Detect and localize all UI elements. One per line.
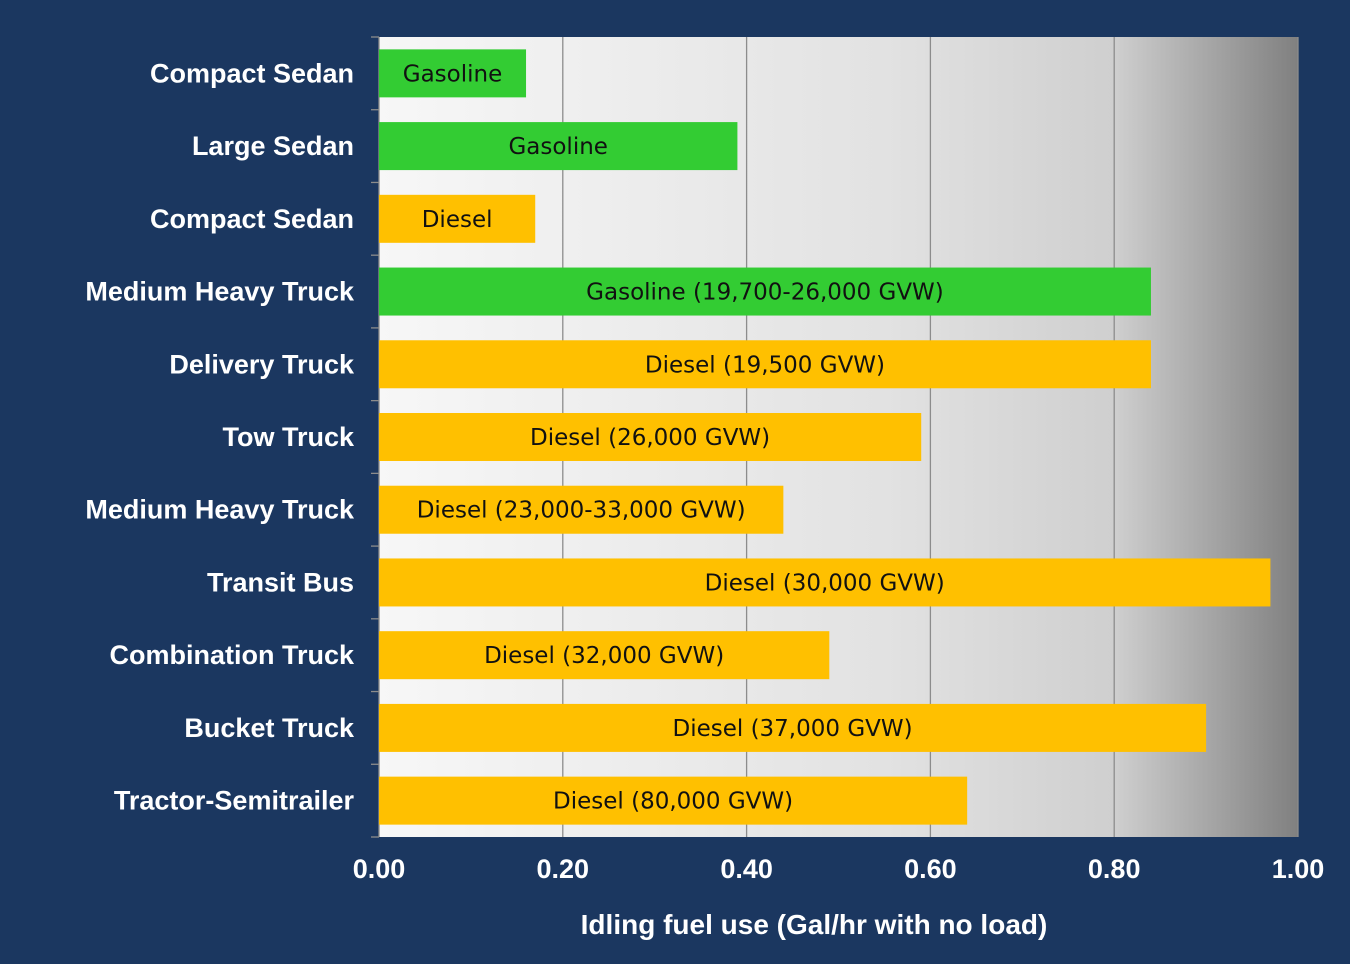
bar [379, 267, 1151, 316]
category-label: Large Sedan [192, 131, 354, 161]
x-tick-label: 0.20 [537, 854, 590, 884]
bar [379, 194, 536, 243]
category-label: Bucket Truck [184, 713, 355, 743]
category-label: Transit Bus [207, 567, 354, 597]
category-labels: Compact Sedan Large Sedan Compact Sedan Med… [85, 58, 355, 815]
bar-data-label: Diesel (32,000 GVW) [484, 643, 724, 669]
bar-data-label: Gasoline (19,700-26,000 GVW) [586, 280, 944, 306]
bar-data-label: Diesel (19,500 GVW) [645, 352, 885, 378]
category-label: Delivery Truck [169, 349, 355, 379]
x-tick-label: 0.60 [904, 854, 957, 884]
x-tick-label: 1.00 [1272, 854, 1325, 884]
category-label: Tow Truck [222, 422, 355, 452]
bar [379, 703, 1207, 752]
x-tick-label: 0.00 [353, 854, 406, 884]
bar-data-label: Diesel (23,000-33,000 GVW) [417, 498, 746, 524]
x-tick-labels: 0.00 0.20 0.40 0.60 0.80 1.00 [353, 854, 1325, 884]
category-label: Tractor-Semitrailer [114, 786, 355, 816]
x-tick-label: 0.80 [1088, 854, 1141, 884]
bar [379, 413, 922, 461]
category-label: Combination Truck [109, 640, 355, 670]
bar-data-label: Diesel (80,000 GVW) [553, 789, 793, 815]
bar [379, 340, 1151, 389]
bar-data-label: Diesel (26,000 GVW) [530, 425, 770, 451]
bar-data-label: Diesel (30,000 GVW) [705, 570, 945, 596]
bar [379, 776, 968, 825]
x-tick-label: 0.40 [720, 854, 773, 884]
bar-data-label: Gasoline [403, 61, 502, 87]
bar [379, 485, 784, 534]
bar-data-label: Diesel (37,000 GVW) [672, 716, 912, 742]
bar [379, 631, 830, 680]
bar [379, 49, 527, 98]
x-axis-title: Idling fuel use (Gal/hr with no load) [581, 909, 1048, 940]
bar-data-label: Gasoline [508, 134, 607, 160]
category-label: Medium Heavy Truck [85, 495, 355, 525]
category-label: Compact Sedan [150, 204, 354, 234]
bar [379, 122, 738, 171]
bars: Gasoline Gasoline Diesel Gasoline (19,700-2… [379, 49, 1271, 825]
category-label: Compact Sedan [150, 58, 354, 88]
bar-data-label: Diesel [422, 207, 493, 233]
bar [379, 558, 1271, 607]
category-label: Medium Heavy Truck [85, 277, 355, 307]
